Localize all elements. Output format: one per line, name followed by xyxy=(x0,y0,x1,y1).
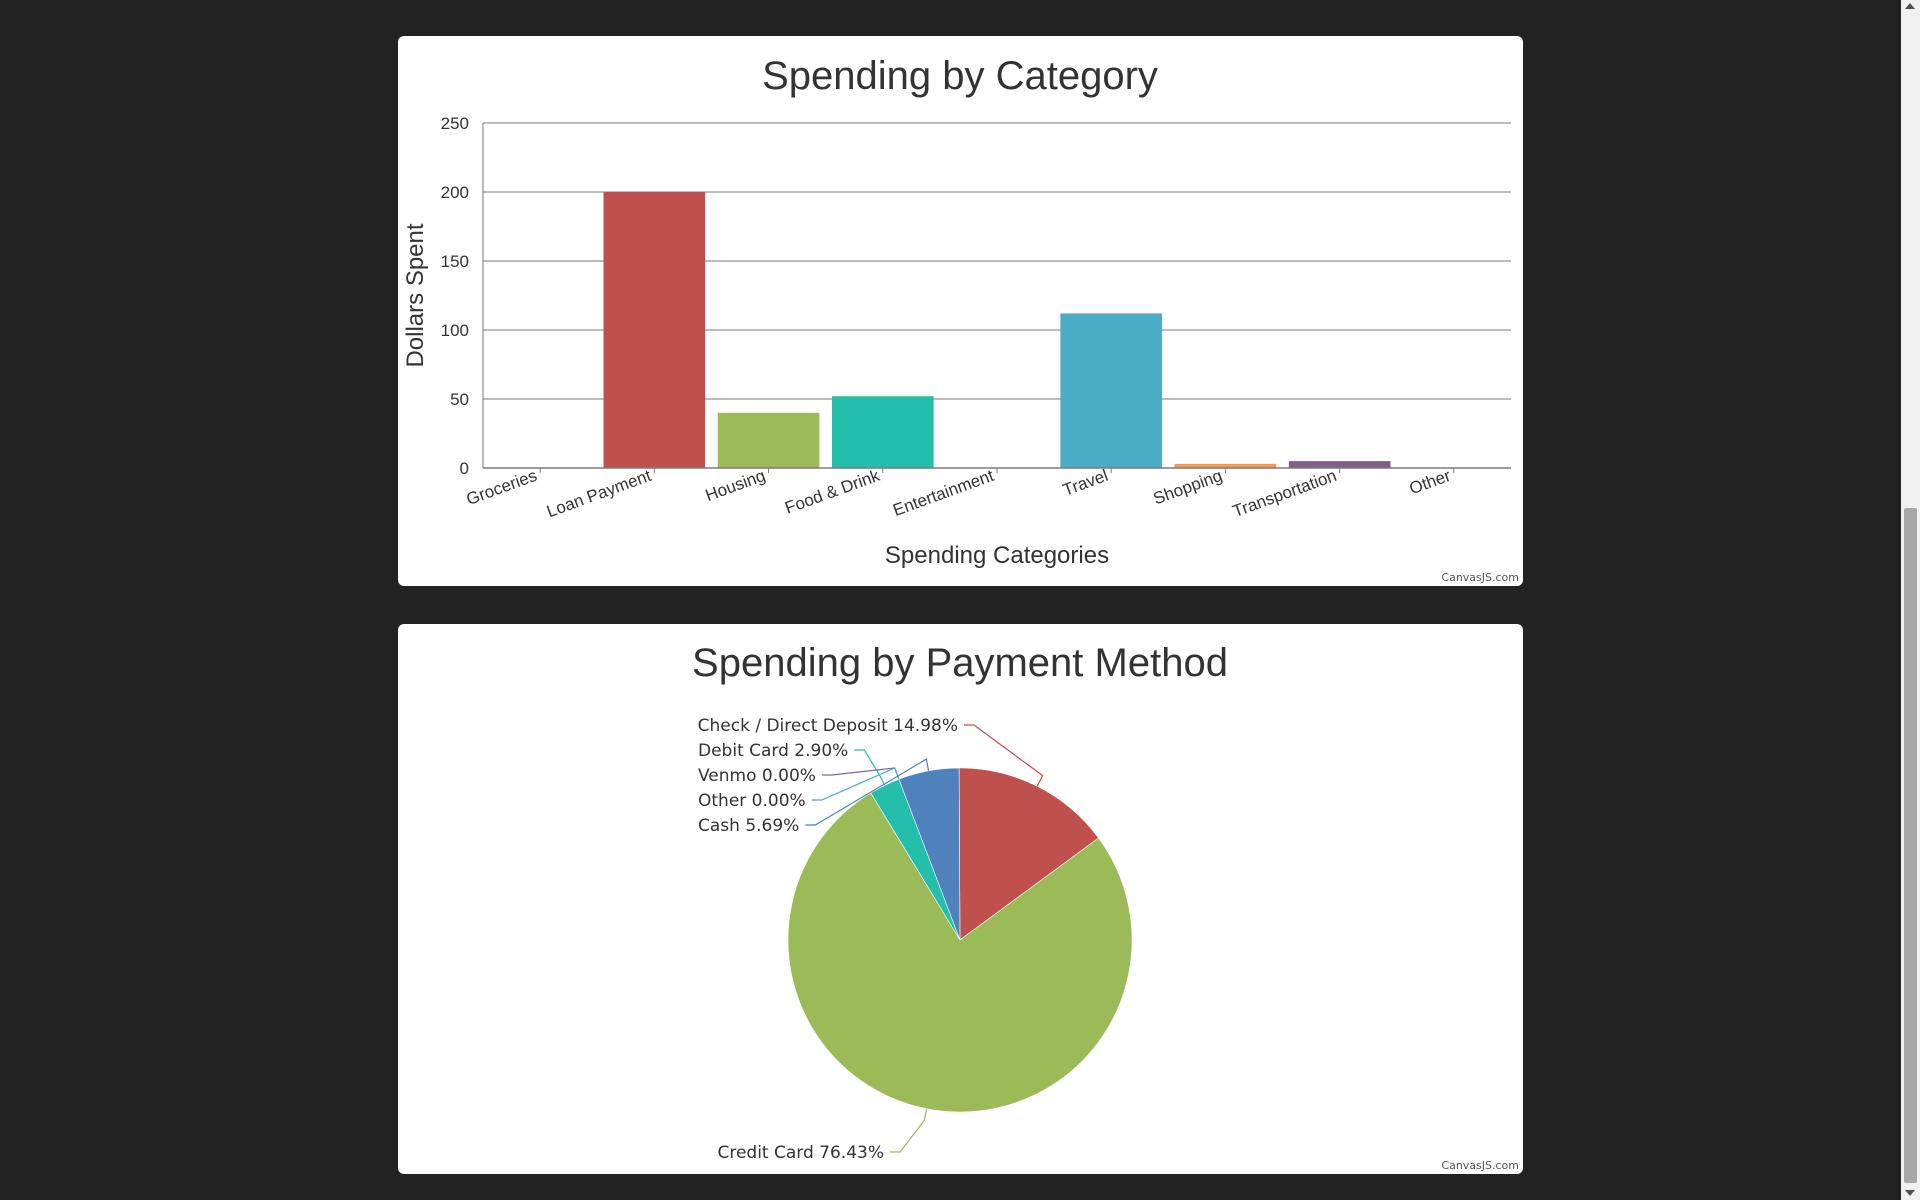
slice-percent: 5.69% xyxy=(740,816,799,836)
y-tick-label: 150 xyxy=(441,252,469,271)
y-tick-label: 50 xyxy=(450,390,469,409)
y-tick-label: 0 xyxy=(460,459,469,478)
y-axis-label: Dollars Spent xyxy=(402,223,429,367)
y-tick-label: 250 xyxy=(441,114,469,133)
slice-percent: 0.00% xyxy=(757,766,816,786)
pie-label-connector xyxy=(854,749,886,786)
pie-slice-label: Check / Direct Deposit 14.98% xyxy=(698,716,1044,787)
slice-percent: 76.43% xyxy=(814,1143,884,1163)
bar xyxy=(717,412,820,468)
x-tick-label: Groceries xyxy=(464,466,540,509)
x-tick-label: Loan Payment xyxy=(544,466,654,521)
scroll-down-arrow-icon[interactable] xyxy=(1905,1190,1915,1196)
pie-chart-credit[interactable]: CanvasJS.com xyxy=(1441,1159,1519,1172)
slice-percent: 0.00% xyxy=(746,791,805,811)
pie-label-connector xyxy=(805,758,930,826)
slice-name: Check / Direct Deposit xyxy=(698,716,888,736)
bar-chart-credit[interactable]: CanvasJS.com xyxy=(1441,571,1519,584)
bar-chart-card: Spending by Category 0 50 100 150 200 250 Dolla… xyxy=(398,36,1523,586)
pie-slice xyxy=(958,767,1099,941)
slice-name: Venmo xyxy=(698,766,757,786)
y-tick-label: 200 xyxy=(441,183,469,202)
pie-chart-card: Spending by Payment Method Check / Direct… xyxy=(398,624,1523,1174)
y-tick-label: 100 xyxy=(441,321,469,340)
bar-chart: Spending by Category 0 50 100 150 200 250 Dolla… xyxy=(402,54,1511,569)
pie-slice-label: Credit Card 76.43% xyxy=(717,1108,928,1163)
pie-slice-label-text: Check / Direct Deposit 14.98% xyxy=(698,716,958,736)
bar xyxy=(1288,461,1391,468)
slice-percent: 2.90% xyxy=(789,741,848,761)
pie-slice-label: Cash 5.69% xyxy=(698,758,930,836)
x-tick-label: Food & Drink xyxy=(782,466,882,518)
pie-chart-title: Spending by Payment Method xyxy=(692,641,1228,685)
pie-slice-label: Venmo 0.00% xyxy=(698,766,900,786)
bar xyxy=(1174,463,1277,468)
bar-chart-title: Spending by Category xyxy=(762,54,1158,98)
x-tick-label: Shopping xyxy=(1151,466,1225,508)
slice-percent: 14.98% xyxy=(888,716,958,736)
slice-name: Cash xyxy=(698,816,740,836)
x-tick-label: Housing xyxy=(703,466,768,505)
pie-label-connector xyxy=(811,767,900,801)
slice-name: Credit Card xyxy=(717,1143,813,1163)
scroll-up-arrow-icon[interactable] xyxy=(1905,3,1915,9)
pie-slice-label-text: Credit Card 76.43% xyxy=(717,1143,884,1163)
x-axis-label: Spending Categories xyxy=(885,542,1109,569)
x-tick-label: Travel xyxy=(1060,466,1110,500)
pie-slice-label-text: Venmo 0.00% xyxy=(698,766,816,786)
pie-slice-label-text: Other 0.00% xyxy=(698,791,806,811)
pie-label-connector xyxy=(821,767,900,780)
bar xyxy=(1060,313,1163,468)
x-tick-label: Entertainment xyxy=(890,466,996,520)
scrollbar-thumb[interactable] xyxy=(1904,508,1917,1183)
page-scrollbar[interactable] xyxy=(1901,0,1920,1200)
bar xyxy=(831,396,934,468)
slice-name: Other xyxy=(698,791,746,811)
pie-label-connector xyxy=(964,724,1044,787)
pie-chart: Spending by Payment Method Check / Direct… xyxy=(692,641,1228,1163)
pie-slice-label: Other 0.00% xyxy=(698,767,900,811)
x-tick-label: Other xyxy=(1407,466,1454,499)
x-tick-label: Transportation xyxy=(1230,466,1339,521)
slice-name: Debit Card xyxy=(698,741,789,761)
bar xyxy=(603,192,706,468)
pie-slice-label: Debit Card 2.90% xyxy=(698,741,886,786)
pie-slice-label-text: Cash 5.69% xyxy=(698,816,799,836)
pie-slice-label-text: Debit Card 2.90% xyxy=(698,741,848,761)
pie-label-connector xyxy=(890,1108,928,1153)
